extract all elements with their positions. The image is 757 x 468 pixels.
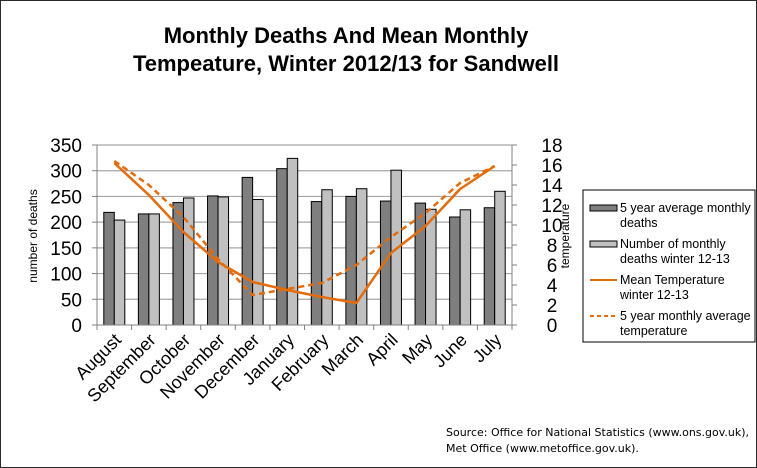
y2-tick-label: 16 xyxy=(541,156,562,177)
bar xyxy=(252,199,264,326)
avg-temperature-line xyxy=(113,159,496,297)
gridlines xyxy=(97,144,512,300)
legend-swatch xyxy=(589,204,618,212)
bar xyxy=(379,200,392,326)
y2-tick-label: 18 xyxy=(541,136,562,157)
bar xyxy=(148,213,160,326)
legend-label: Number of monthly xyxy=(620,237,726,251)
y2-tick-label: 10 xyxy=(541,216,562,237)
y-tick-label: 200 xyxy=(50,213,82,234)
legend-label: deaths winter 12-13 xyxy=(620,252,730,266)
bar xyxy=(286,157,299,326)
bar xyxy=(345,195,357,326)
chart-title-line-2: Tempeature, Winter 2012/13 for Sandwell xyxy=(133,51,559,76)
y-tick-label: 50 xyxy=(61,290,82,311)
y2-tick-label: 6 xyxy=(547,256,558,277)
y2-tick-label: 8 xyxy=(547,236,558,257)
source-note: Source: Office for National Statistics (… xyxy=(446,425,751,457)
mean-temperature-line xyxy=(113,162,496,305)
bar xyxy=(276,168,288,326)
y-tick-label: 100 xyxy=(50,265,82,286)
x-tick-label: June xyxy=(429,330,471,372)
bar xyxy=(113,219,126,326)
x-tick-label: July xyxy=(469,330,506,367)
legend-label: Mean Temperature xyxy=(620,273,725,287)
bar xyxy=(241,176,254,326)
source-line-1: Source: Office for National Statistics (… xyxy=(446,426,750,439)
bar xyxy=(425,208,437,326)
legend-label: temperature xyxy=(620,324,687,338)
y-tick-label: 150 xyxy=(50,239,82,260)
legend-swatch xyxy=(589,240,618,248)
bars xyxy=(103,157,506,326)
chart-title: Monthly Deaths And Mean Monthly Tempeatu… xyxy=(133,23,559,76)
bar xyxy=(449,216,461,326)
bar xyxy=(483,207,496,326)
y-axis-label: number of deaths xyxy=(26,189,40,282)
y-tick-label: 250 xyxy=(50,187,82,208)
bar xyxy=(103,211,115,326)
legend-label: winter 12-13 xyxy=(619,288,689,302)
y-tick-label: 300 xyxy=(50,162,82,183)
legend-label: 5 year monthly average xyxy=(620,309,751,323)
x-tick-label: April xyxy=(362,330,402,370)
temperature-lines xyxy=(113,159,496,305)
y2-tick-label: 0 xyxy=(547,316,558,337)
chart-title-line-1: Monthly Deaths And Mean Monthly xyxy=(164,23,529,48)
y-tick-label: 0 xyxy=(71,316,82,337)
y2-tick-label: 2 xyxy=(547,296,558,317)
bar xyxy=(217,196,230,326)
bar xyxy=(321,189,333,326)
bar xyxy=(494,190,506,326)
x-tick-label: May xyxy=(398,330,436,368)
y2-tick-label: 14 xyxy=(541,176,563,197)
bar xyxy=(414,202,427,326)
bar xyxy=(459,209,472,326)
y-tick-label: 350 xyxy=(50,136,82,157)
y2-tick-label: 12 xyxy=(541,196,562,217)
bar xyxy=(310,201,323,326)
legend-label: 5 year average monthly xyxy=(620,201,751,215)
y2-axis-label: temperature xyxy=(558,203,572,268)
y2-tick-label: 4 xyxy=(547,276,558,297)
source-line-2: Met Office (www.metoffice.gov.uk). xyxy=(446,442,639,455)
bar xyxy=(137,213,150,326)
legend-label: deaths xyxy=(620,216,658,230)
